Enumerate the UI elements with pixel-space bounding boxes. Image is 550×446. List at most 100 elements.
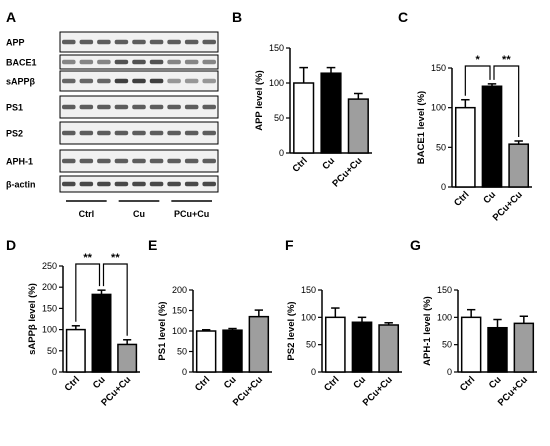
y-tick-label: 0 [441, 182, 446, 192]
bar-pcucu [347, 98, 369, 154]
blot-band [62, 104, 76, 110]
x-tick-label: PCu+Cu [330, 155, 364, 189]
blot-band [167, 158, 181, 164]
y-tick-label: 0 [279, 148, 284, 158]
blot-band [97, 158, 111, 164]
blot-band [184, 39, 199, 45]
x-tick-label: PCu+Cu [361, 374, 395, 408]
y-tick-label: 50 [274, 113, 284, 123]
panel-label-E: E [148, 237, 157, 253]
blot-band [149, 181, 164, 187]
x-tick-label: Cu [487, 374, 504, 391]
group-label: PCu+Cu [174, 209, 209, 219]
western-blot-panel: A APP BACE1 sAPPβ PS1 PS2 APH-1 β-actin Ctrl Cu PC… [6, 9, 219, 219]
panel-label-B: B [232, 9, 242, 25]
blot-band [97, 78, 111, 84]
blot-band [202, 39, 216, 45]
bar-ctrl [324, 316, 346, 373]
blot-band [79, 181, 94, 187]
y-tick-label: 200 [172, 285, 187, 295]
blot-band [132, 59, 146, 65]
blot-band [184, 78, 199, 84]
panel-label-F: F [285, 237, 294, 253]
blot-band [167, 59, 181, 65]
blot-band [149, 78, 164, 84]
bar-cu [487, 326, 508, 373]
blot-band [149, 130, 164, 136]
y-axis-label: PS1 level (%) [157, 301, 168, 360]
blot-band [167, 181, 181, 187]
panel-label-G: G [410, 237, 421, 253]
x-tick-label: PCu+Cu [496, 374, 530, 408]
y-tick-label: 100 [269, 78, 284, 88]
blot-band [167, 78, 181, 84]
blot-band [149, 39, 164, 45]
bar-cu [351, 321, 373, 373]
blot-band [62, 59, 76, 65]
blot-band [114, 181, 129, 187]
bar-ctrl [293, 82, 315, 154]
blot-band [97, 39, 111, 45]
y-axis-label: PS2 level (%) [286, 301, 297, 360]
bar-ctrl [460, 316, 482, 373]
blot-row-label: β-actin [6, 180, 36, 190]
y-tick-label: 150 [42, 303, 57, 313]
y-tick-label: 0 [447, 367, 452, 377]
y-tick-label: 50 [177, 347, 187, 357]
blot-band [184, 158, 199, 164]
panel-label-D: D [6, 237, 16, 253]
group-label: Ctrl [79, 209, 95, 219]
blot-band [184, 181, 199, 187]
blot-band [149, 158, 164, 164]
blot-band [79, 130, 94, 136]
blot-band [114, 158, 129, 164]
blot-row-label: APP [6, 38, 25, 48]
y-tick-label: 100 [437, 312, 452, 322]
bar-cu [481, 85, 503, 188]
blot-band [79, 78, 94, 84]
blot-band [184, 130, 199, 136]
y-tick-label: 150 [172, 306, 187, 316]
bar-ctrl [454, 106, 476, 188]
x-tick-label: Cu [320, 155, 337, 172]
blot-band [62, 78, 76, 84]
blot-band [97, 181, 111, 187]
blot-band [184, 104, 199, 110]
significance-label: ** [111, 252, 120, 264]
y-tick-label: 0 [311, 367, 316, 377]
blot-row-label: sAPPβ [6, 77, 36, 87]
x-tick-label: Cu [222, 374, 239, 391]
blot-band [62, 158, 76, 164]
y-tick-label: 0 [182, 367, 187, 377]
group-label: Cu [133, 209, 145, 219]
y-tick-label: 50 [306, 340, 316, 350]
blot-band [114, 130, 129, 136]
bar-ctrl [65, 328, 86, 373]
significance-bracket [102, 263, 128, 336]
y-tick-label: 100 [431, 103, 446, 113]
blot-band [202, 158, 216, 164]
significance-label: ** [502, 54, 511, 66]
blot-band [79, 158, 94, 164]
y-tick-label: 100 [301, 312, 316, 322]
blot-band [79, 39, 94, 45]
y-tick-label: 50 [436, 142, 446, 152]
blot-band [114, 39, 129, 45]
blot-band [132, 130, 146, 136]
x-tick-label: Cu [91, 374, 108, 391]
y-tick-label: 100 [172, 326, 187, 336]
blot-band [62, 130, 76, 136]
blot-band [202, 130, 216, 136]
significance-label: * [476, 54, 481, 66]
blot-band [167, 39, 181, 45]
y-tick-label: 200 [42, 282, 57, 292]
blot-row-label: BACE1 [6, 58, 37, 68]
y-axis-label: APH-1 level (%) [422, 296, 433, 366]
blot-row-label: PS2 [6, 129, 23, 139]
